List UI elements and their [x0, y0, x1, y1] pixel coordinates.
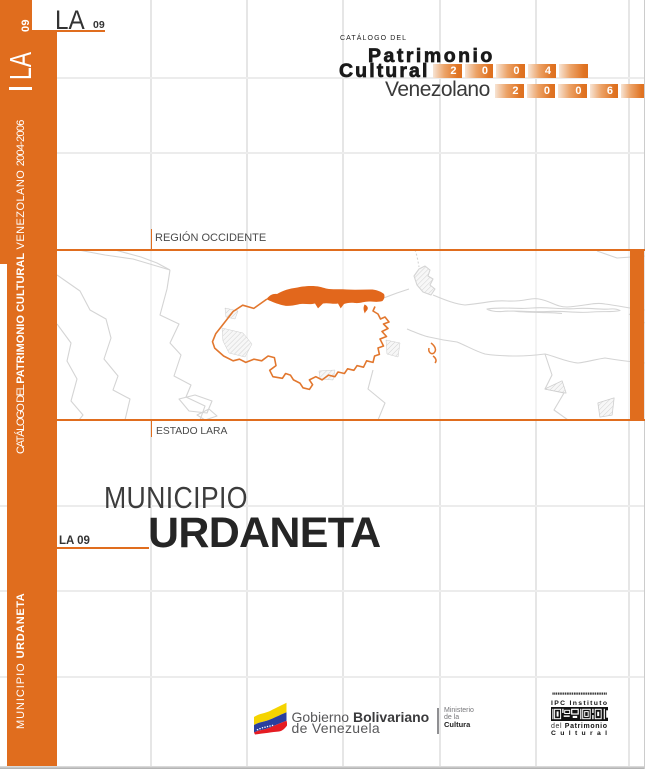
svg-text:del Patrimonio: del Patrimonio: [551, 723, 607, 730]
svg-text:IPC Instituto: IPC Instituto: [551, 700, 607, 707]
svg-text:Cultural: Cultural: [551, 730, 607, 737]
